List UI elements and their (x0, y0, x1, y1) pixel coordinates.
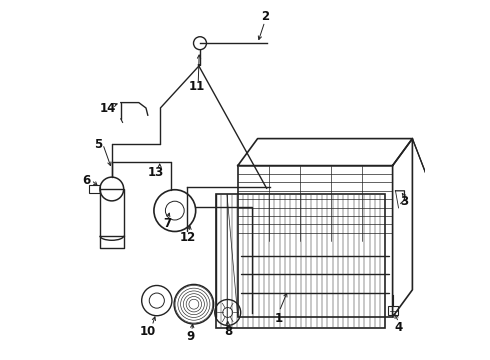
Text: 13: 13 (147, 166, 164, 179)
Text: 4: 4 (394, 321, 403, 334)
Polygon shape (392, 139, 413, 317)
Text: 12: 12 (179, 231, 196, 244)
Text: 10: 10 (140, 325, 156, 338)
Bar (216, 194, 386, 328)
Text: 14: 14 (100, 102, 117, 114)
Bar (388, 306, 398, 315)
Text: 8: 8 (225, 325, 233, 338)
Text: 11: 11 (188, 80, 204, 93)
Polygon shape (238, 139, 413, 166)
Text: 2: 2 (261, 10, 269, 23)
Bar (238, 166, 392, 317)
Bar (89, 185, 100, 193)
Text: 5: 5 (94, 138, 102, 150)
Text: 6: 6 (82, 174, 90, 186)
Text: 9: 9 (186, 330, 195, 343)
Text: 7: 7 (164, 217, 171, 230)
Text: 1: 1 (275, 312, 283, 325)
Text: 3: 3 (400, 195, 409, 208)
Bar (100, 189, 123, 236)
